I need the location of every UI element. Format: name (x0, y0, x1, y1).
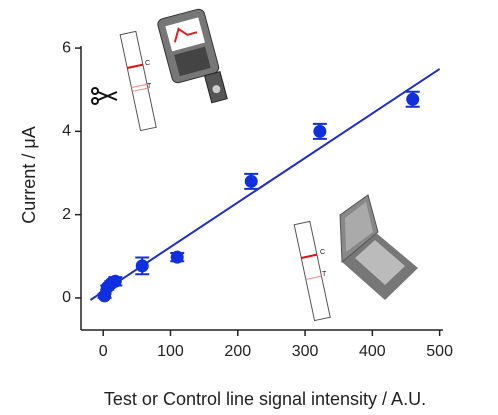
strip-label: T (147, 83, 152, 90)
x-tick-label: 200 (224, 343, 251, 360)
strip-label: C (320, 249, 325, 256)
strip-label: T (322, 271, 327, 278)
decor (91, 8, 418, 322)
x-tick-label: 300 (292, 343, 319, 360)
y-axis-label: Current / μA (19, 126, 39, 223)
point (170, 250, 184, 264)
x-tick-label: 400 (359, 343, 386, 360)
x-tick-label: 100 (157, 343, 184, 360)
x-tick-label: 0 (99, 343, 108, 360)
strip-label: C (145, 60, 150, 67)
x-tick-label: 500 (426, 343, 453, 360)
y-tick-label: 4 (62, 123, 71, 140)
point (244, 174, 258, 188)
point (108, 274, 122, 288)
point (406, 92, 420, 106)
fit-line (89, 68, 441, 301)
x-axis-label: Test or Control line signal intensity / … (104, 389, 426, 409)
y-tick-label: 6 (62, 39, 71, 56)
point (135, 259, 149, 273)
y-tick-label: 2 (62, 206, 71, 223)
point (313, 124, 327, 138)
y-tick-label: 0 (62, 289, 71, 306)
